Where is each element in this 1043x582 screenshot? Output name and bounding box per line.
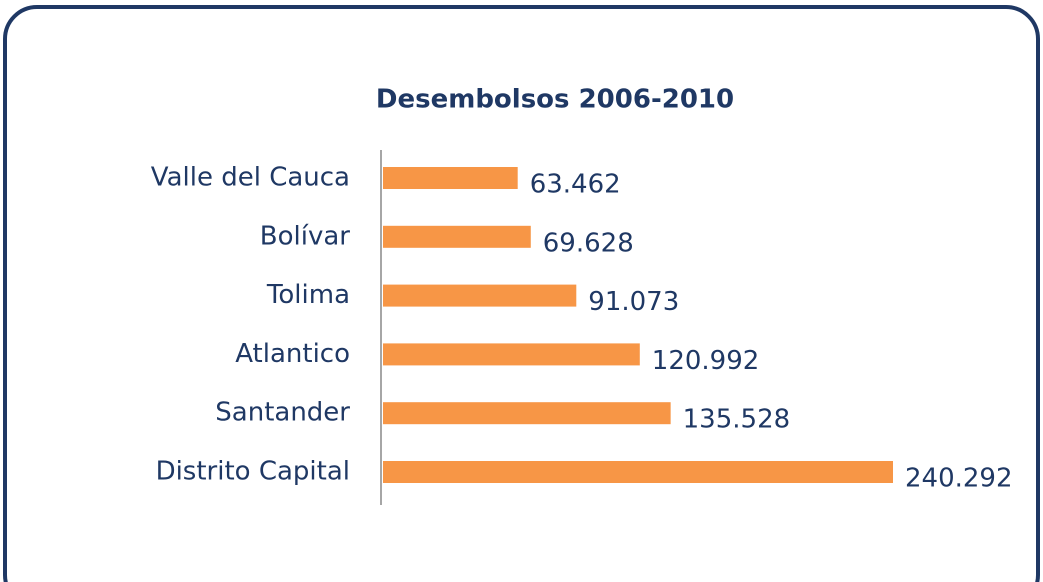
value-label: 91.073 xyxy=(588,287,679,317)
value-label: 69.628 xyxy=(543,228,634,258)
bar xyxy=(383,402,671,425)
y-tick-label: Valle del Cauca xyxy=(151,163,350,193)
bar xyxy=(383,284,577,307)
y-tick-label: Tolima xyxy=(266,280,350,310)
value-label: 135.528 xyxy=(683,405,791,435)
chart-title: Desembolsos 2006-2010 xyxy=(376,85,734,115)
y-tick-label: Bolívar xyxy=(260,221,351,251)
value-label: 240.292 xyxy=(905,464,1013,494)
bar xyxy=(383,225,531,248)
bar xyxy=(383,167,518,189)
value-label: 63.462 xyxy=(530,170,621,200)
bar xyxy=(383,461,893,483)
y-tick-label: Atlantico xyxy=(235,339,350,369)
bar xyxy=(383,343,640,366)
value-label: 120.992 xyxy=(652,346,760,376)
y-tick-label: Santander xyxy=(215,398,350,428)
y-tick-label: Distrito Capital xyxy=(156,457,350,487)
